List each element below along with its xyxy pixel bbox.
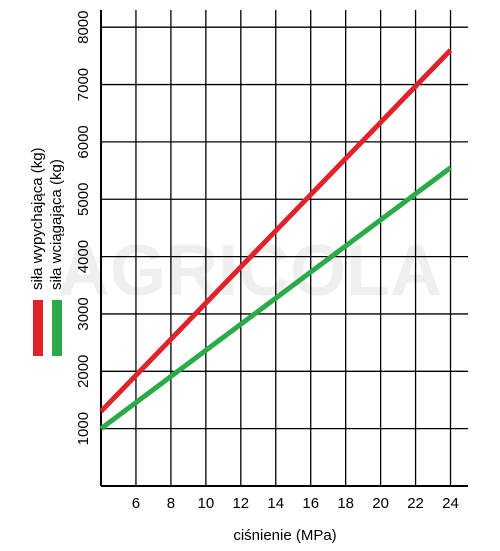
y-tick-label: 1000	[75, 412, 92, 445]
x-tick-label: 6	[132, 495, 140, 512]
y-tick-label: 5000	[75, 183, 92, 216]
y-tick-label: 8000	[75, 11, 92, 44]
watermark: AGRICOLA	[58, 231, 442, 311]
x-axis-label: ciśnienie (MPa)	[233, 527, 336, 544]
x-tick-label: 10	[198, 495, 215, 512]
legend-swatch	[33, 300, 43, 356]
x-tick-label: 12	[232, 495, 249, 512]
x-tick-label: 14	[267, 495, 284, 512]
x-tick-label: 24	[442, 495, 459, 512]
y-tick-label: 6000	[75, 125, 92, 158]
x-tick-label: 16	[302, 495, 319, 512]
x-tick-label: 22	[407, 495, 424, 512]
x-tick-label: 18	[337, 495, 354, 512]
legend-swatch	[52, 300, 62, 356]
y-tick-label: 3000	[75, 297, 92, 330]
x-tick-label: 8	[167, 495, 175, 512]
legend-label: siła wypychająca (kg)	[29, 147, 46, 290]
y-tick-label: 7000	[75, 68, 92, 101]
series-line	[99, 48, 453, 414]
x-tick-label: 20	[372, 495, 389, 512]
y-tick-label: 4000	[75, 240, 92, 273]
series-line	[99, 165, 453, 431]
legend-label: siła wciągająca (kg)	[48, 159, 65, 290]
y-tick-label: 2000	[75, 355, 92, 388]
